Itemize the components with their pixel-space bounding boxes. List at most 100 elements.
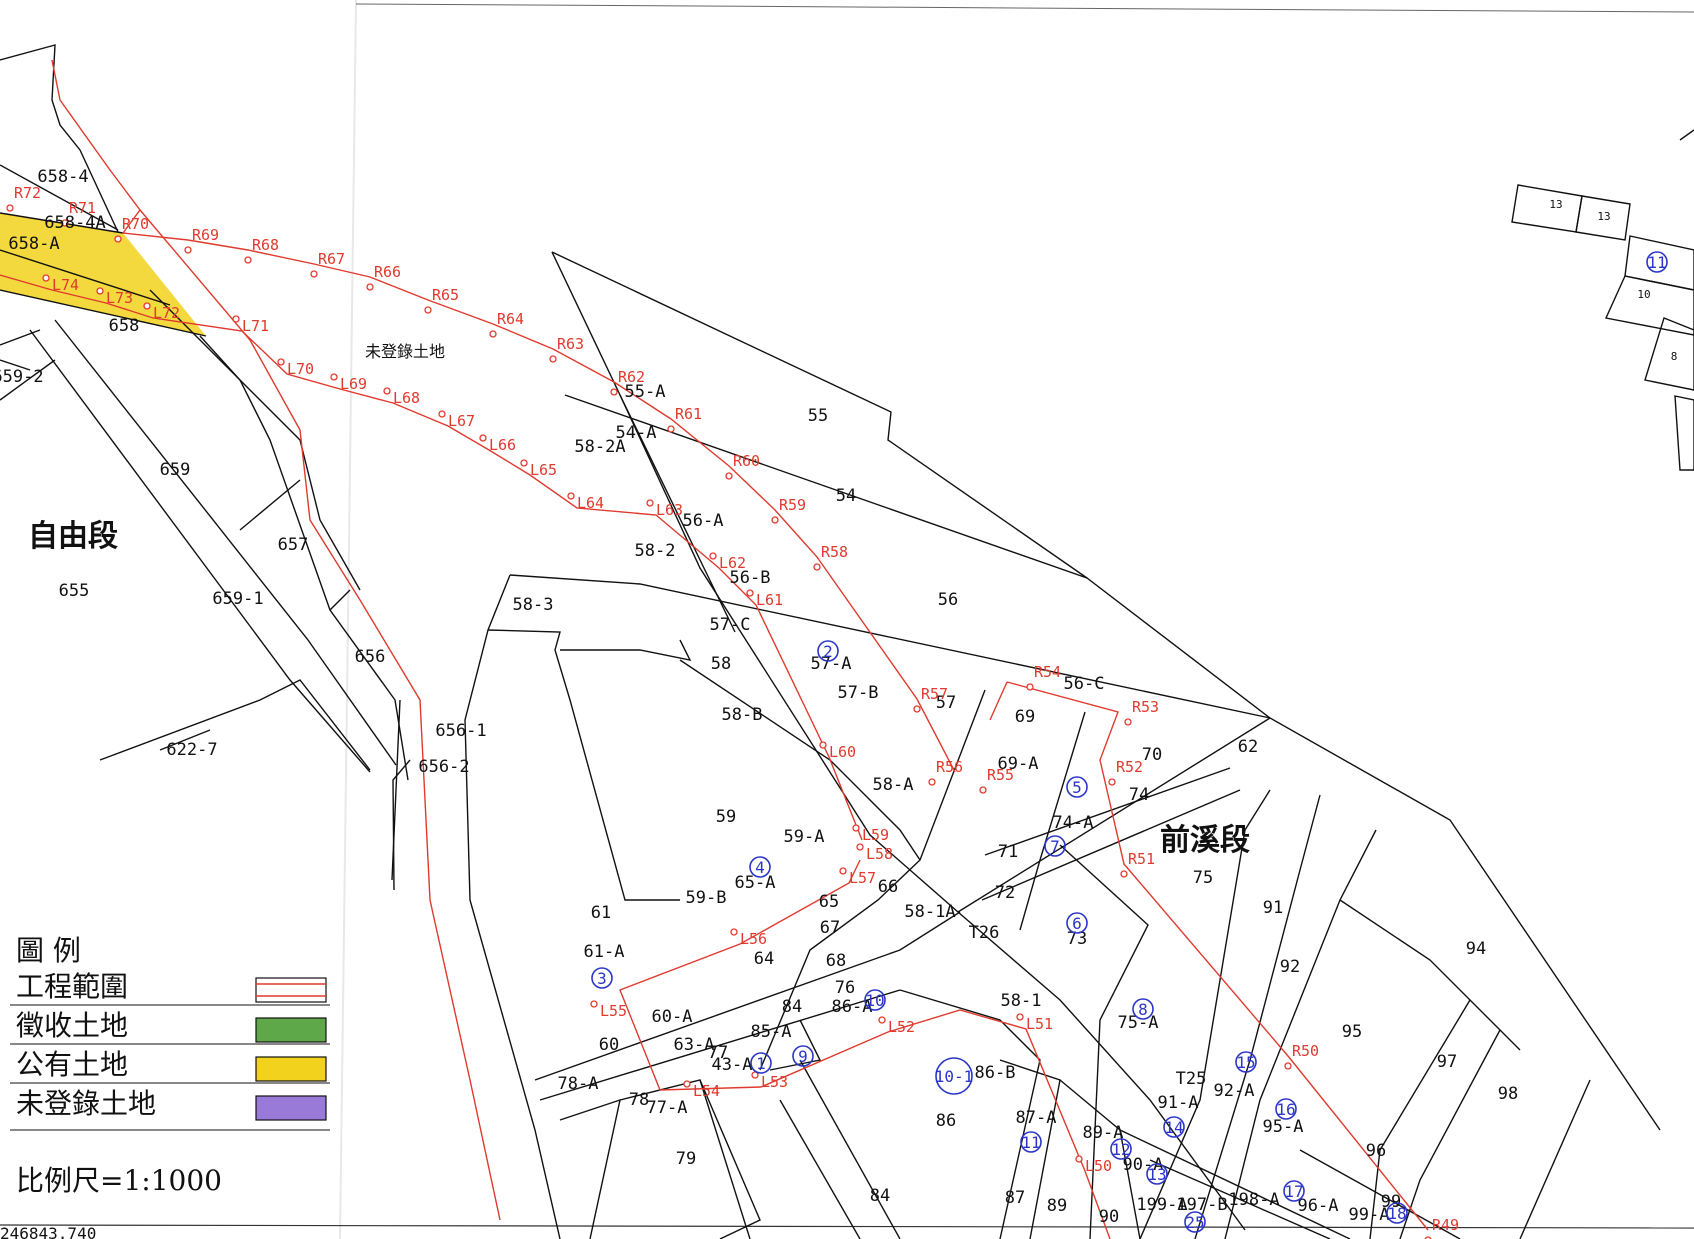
legend-swatch-unregistered	[255, 1095, 327, 1121]
right-point-label: R64	[497, 310, 524, 328]
circled-marker	[1066, 912, 1088, 934]
circled-marker-number: 25	[1185, 1213, 1204, 1232]
survey-point-marker	[590, 1000, 598, 1008]
right-point-label: R68	[252, 236, 279, 254]
left-point-label: L59	[862, 826, 889, 844]
index-grid-labels: 13 13 10 8	[1549, 198, 1677, 363]
parcel-label: 61-A	[584, 942, 625, 962]
left-point-label: L58	[866, 845, 893, 863]
parcel-label: 60-A	[652, 1007, 693, 1027]
parcel-label: 74-A	[1053, 813, 1094, 833]
survey-point-marker	[520, 459, 528, 467]
survey-point-marker	[383, 387, 391, 395]
left-point-label: L73	[106, 289, 133, 307]
survey-point-marker	[1075, 1155, 1083, 1163]
left-point-label: L55	[600, 1002, 627, 1020]
parcel-label: 69-A	[998, 754, 1039, 774]
survey-point-marker	[549, 355, 557, 363]
circled-marker-number: 10	[865, 991, 884, 1010]
survey-point-marker	[1120, 870, 1128, 878]
circled-marker-number: 18	[1387, 1204, 1406, 1223]
right-point-label: R62	[618, 368, 645, 386]
parcel-label: 659-1	[212, 589, 263, 609]
legend-label-3: 公有土地	[16, 1048, 128, 1081]
right-point-label: R49	[1432, 1216, 1459, 1234]
survey-point-marker	[1284, 1062, 1292, 1070]
right-point-label: R59	[779, 496, 806, 514]
survey-point-marker	[839, 867, 847, 875]
left-point-label: L68	[393, 389, 420, 407]
right-point-label: R63	[557, 335, 584, 353]
circled-marker	[749, 856, 771, 878]
circled-marker	[1020, 1131, 1042, 1153]
parcel-label: 84	[870, 1186, 890, 1206]
parcel-label: 59	[716, 807, 736, 827]
left-point-label: L51	[1026, 1015, 1053, 1033]
parcel-label: 66	[878, 877, 898, 897]
left-point-label: L50	[1085, 1157, 1112, 1175]
circled-marker	[1646, 251, 1668, 273]
parcel-label: 98	[1498, 1084, 1518, 1104]
parcel-label: 58-3	[513, 595, 554, 615]
parcel-label: 63-A	[674, 1035, 715, 1055]
survey-point-marker	[852, 824, 860, 832]
left-point-label: L74	[52, 276, 79, 294]
right-point-label: R51	[1128, 850, 1155, 868]
parcel-label: 59-A	[784, 827, 825, 847]
circled-marker-number: 17	[1284, 1182, 1303, 1201]
survey-points	[6, 204, 1432, 1239]
circled-marker-number: 15	[1236, 1053, 1255, 1072]
survey-point-marker	[42, 274, 50, 282]
legend-swatch-project	[255, 977, 327, 1003]
parcel-label: 78-A	[558, 1074, 599, 1094]
survey-point-marker	[730, 928, 738, 936]
survey-point-marker	[819, 741, 827, 749]
legend-swatch-public	[255, 1056, 327, 1082]
public-land-area	[0, 213, 206, 336]
scale-label: 比例尺=1:1000	[16, 1164, 222, 1197]
survey-point-marker	[610, 388, 618, 396]
survey-point-marker	[1026, 683, 1034, 691]
survey-point-marker	[96, 287, 104, 295]
parcel-label: 86-A	[832, 997, 873, 1017]
parcel-label: T25	[1176, 1069, 1207, 1089]
parcel-label: 659-2	[0, 367, 44, 387]
circled-marker	[1146, 1163, 1168, 1185]
parcel-label: 56-C	[1064, 674, 1105, 694]
survey-point-marker	[277, 358, 285, 366]
right-point-label: R66	[374, 263, 401, 281]
survey-point-marker	[143, 302, 151, 310]
parcel-labels: 658-4658-4A658-A658659-2659657655659-165…	[0, 167, 1518, 1227]
parcel-label: 95-A	[1263, 1117, 1304, 1137]
parcel-label: 89-A	[1083, 1123, 1124, 1143]
parcel-label: 68	[826, 951, 846, 971]
left-point-label: L52	[888, 1018, 915, 1036]
parcel-label: 657	[278, 535, 309, 555]
legend: 圖 例 工程範圍 徵收土地 公有土地 未登錄土地 比例尺=1:1000	[10, 934, 330, 1197]
parcel-label: 76	[835, 978, 855, 998]
right-point-label: R55	[987, 766, 1014, 784]
survey-point-marker	[310, 270, 318, 278]
parcel-label: 58-A	[873, 775, 914, 795]
unregistered-land-label: 未登錄土地	[365, 342, 445, 361]
parcel-label: 85-A	[751, 1022, 792, 1042]
right-point-label: R67	[318, 250, 345, 268]
survey-point-marker	[856, 843, 864, 851]
survey-point-marker	[746, 589, 754, 597]
survey-point-marker	[479, 434, 487, 442]
right-point-label: R58	[821, 543, 848, 561]
parcel-boundaries	[0, 44, 1661, 1239]
circled-marker	[864, 989, 886, 1011]
parcel-label: 64	[754, 949, 774, 969]
survey-point-marker	[6, 204, 14, 212]
circled-marker-number: 8	[1138, 1000, 1148, 1019]
circled-marker-number: 13	[1147, 1165, 1166, 1184]
legend-title: 圖 例	[16, 934, 81, 967]
left-point-label: L70	[287, 360, 314, 378]
circled-marker-number: 12	[1111, 1140, 1130, 1159]
parcel-label: 79	[676, 1149, 696, 1169]
right-point-label: R50	[1292, 1042, 1319, 1060]
circled-marker-number: 11	[1647, 253, 1666, 272]
parcel-label: 56	[938, 590, 958, 610]
